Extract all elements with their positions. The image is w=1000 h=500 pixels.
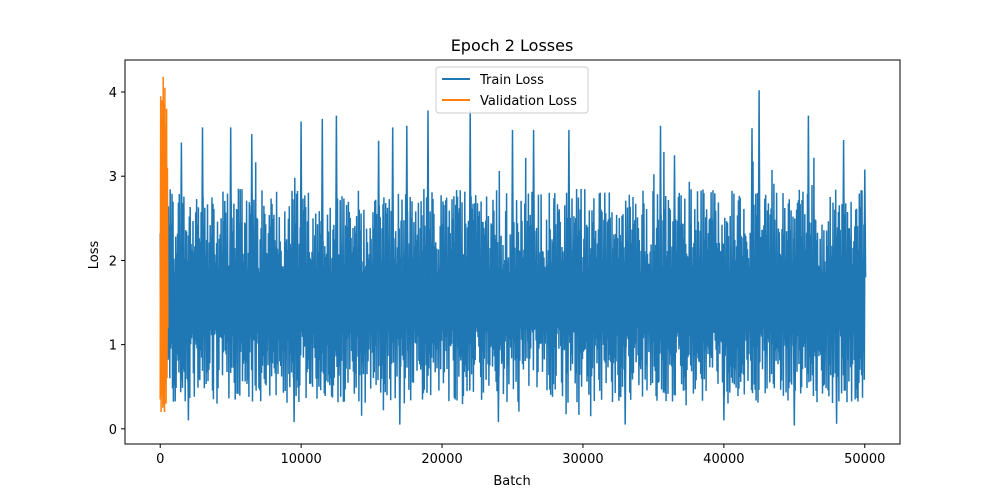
y-tick-label: 4 — [109, 86, 117, 101]
train-loss-peak — [229, 127, 233, 278]
train-loss-trough — [186, 327, 190, 421]
train-loss-peak — [250, 134, 254, 278]
train-loss-peak — [532, 129, 536, 278]
legend-label: Train Loss — [479, 73, 544, 88]
train-loss-peak — [320, 118, 324, 278]
train-loss-peak — [757, 90, 761, 278]
y-tick-label: 2 — [109, 254, 117, 269]
train-loss-line — [159, 151, 866, 417]
plot-series-group — [159, 76, 867, 426]
train-loss-peak — [405, 125, 409, 278]
train-loss-trough — [722, 327, 726, 421]
y-axis-label: Loss — [87, 241, 102, 270]
train-loss-peak — [842, 139, 846, 278]
train-loss-trough — [623, 327, 627, 425]
train-loss-peak — [391, 127, 395, 278]
y-tick-label: 0 — [109, 423, 117, 438]
legend-label: Validation Loss — [480, 94, 577, 109]
plot-frame — [124, 59, 901, 445]
x-tick-label: 30000 — [562, 452, 603, 467]
x-tick-label: 40000 — [703, 452, 744, 467]
train-loss-peak — [426, 110, 430, 278]
train-loss-peak — [750, 128, 754, 278]
train-loss-peak — [334, 115, 338, 278]
x-tick-label: 20000 — [421, 452, 462, 467]
train-loss-peak — [179, 142, 183, 278]
train-loss-trough — [792, 327, 796, 426]
train-loss-peak — [468, 110, 472, 278]
train-loss-peak — [806, 115, 810, 278]
train-loss-peak — [200, 127, 205, 278]
train-loss-trough — [398, 327, 402, 425]
train-loss-peak — [299, 121, 303, 278]
train-loss-trough — [496, 327, 500, 423]
train-loss-peak — [377, 140, 381, 278]
train-loss-trough — [835, 327, 839, 424]
plot-area — [159, 76, 867, 426]
x-tick-label: 10000 — [280, 452, 321, 467]
validation-loss-line — [159, 76, 169, 413]
train-loss-peak — [658, 125, 663, 278]
legend-box — [435, 66, 589, 114]
train-loss-peak — [567, 129, 571, 278]
y-tick-label: 1 — [109, 339, 117, 354]
train-loss-peak — [672, 155, 677, 278]
y-tick-label: 3 — [109, 170, 117, 185]
legend: Train Loss Validation Loss — [435, 66, 589, 114]
train-loss-peak — [510, 129, 515, 278]
train-loss-trough — [292, 327, 296, 423]
chart-title: Epoch 2 Losses — [451, 36, 574, 55]
x-tick-label: 50000 — [844, 452, 885, 467]
train-loss-peak — [863, 169, 867, 278]
x-axis-label: Batch — [493, 474, 530, 489]
axes: 0 10000 20000 30000 40000 50000 0 1 2 3 4 — [109, 59, 901, 467]
x-tick-label: 0 — [156, 452, 164, 467]
